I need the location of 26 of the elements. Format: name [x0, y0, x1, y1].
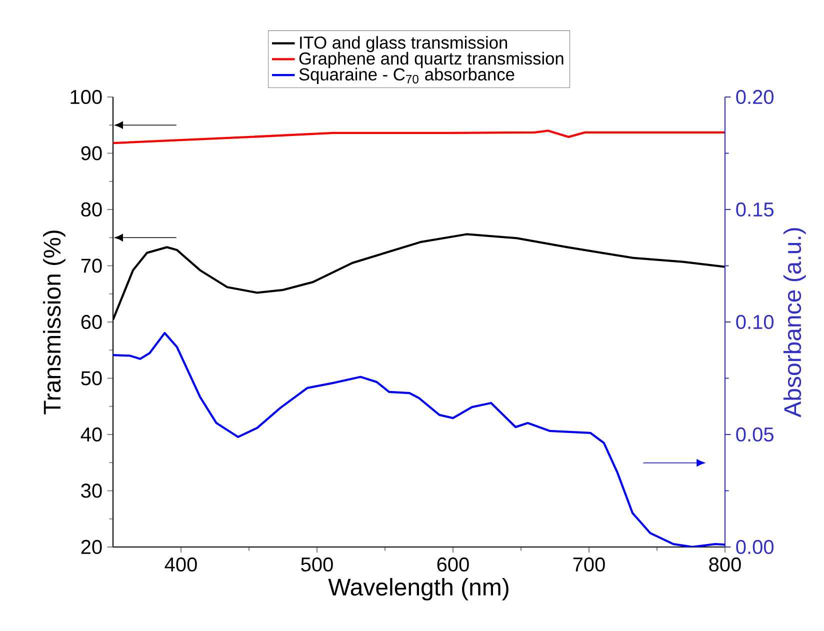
- y-tick-label: 80: [81, 202, 102, 217]
- x-tick-label: 400: [164, 557, 197, 572]
- legend-label: Graphene and quartz transmission: [299, 52, 564, 68]
- y-tick-label: 90: [81, 146, 102, 160]
- y2-axis-title: Absorbance (a.u.): [783, 228, 806, 418]
- x-tick-label: 600: [437, 557, 469, 572]
- x-tick-label: 700: [573, 557, 605, 572]
- y2-tick-label: 0.05: [736, 427, 774, 442]
- line-series: [113, 130, 725, 144]
- x-tick-label: 800: [709, 557, 741, 572]
- y2-tick-label: 0.10: [736, 314, 774, 330]
- x-tick-label: 500: [301, 557, 333, 572]
- y-tick-label: 40: [80, 427, 102, 442]
- y-tick-label: 50: [81, 371, 102, 386]
- y2-tick-label: 0.00: [736, 540, 774, 554]
- y-tick-label: 100: [70, 90, 102, 104]
- y-tick-label: 60: [81, 314, 102, 330]
- y-axis-title: Transmission (%): [43, 230, 66, 414]
- y-tick-label: 70: [81, 258, 102, 273]
- legend-label: ITO and glass transmission: [300, 36, 508, 52]
- y2-tick-label: 0.20: [736, 90, 774, 104]
- y-tick-label: 20: [81, 540, 102, 554]
- y2-tick-label: 0.15: [736, 202, 774, 217]
- x-axis-title: Wavelength (nm): [328, 578, 508, 600]
- legend-label: Squaraine - C$_{70}$ absorbance: [299, 68, 514, 84]
- y-tick-label: 30: [81, 484, 102, 498]
